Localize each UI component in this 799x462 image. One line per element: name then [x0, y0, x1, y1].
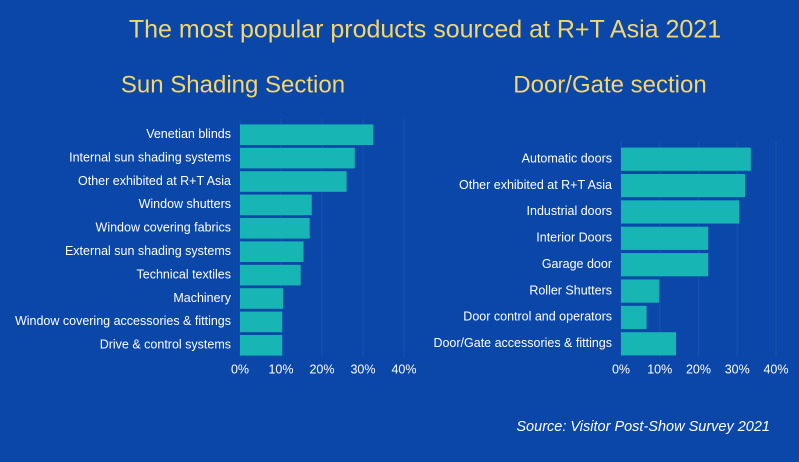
bar [621, 147, 751, 171]
chart-title: Sun Shading Section [121, 71, 345, 98]
bar [621, 332, 677, 356]
bar [240, 218, 310, 239]
bar [621, 253, 709, 277]
x-tick-label: 0% [612, 362, 630, 376]
bar [240, 335, 283, 356]
bar [240, 241, 304, 262]
y-tick-label: Door control and operators [463, 310, 612, 324]
x-tick-label: 0% [231, 362, 249, 376]
y-tick-label: Window covering fabrics [96, 221, 231, 235]
y-tick-label: Garage door [542, 257, 612, 271]
bar [240, 147, 355, 169]
bar [621, 305, 647, 330]
bar [240, 124, 374, 145]
x-tick-label: 20% [686, 362, 711, 376]
x-tick-label: 30% [725, 362, 750, 376]
bar [621, 226, 709, 250]
y-tick-label: Roller Shutters [529, 283, 612, 297]
bar [621, 173, 745, 198]
x-tick-label: 40% [763, 362, 788, 376]
y-tick-label: External sun shading systems [65, 244, 231, 258]
y-tick-label: Machinery [173, 291, 231, 305]
bar [621, 200, 740, 224]
y-tick-label: Other exhibited at R+T Asia [459, 178, 612, 192]
x-tick-label: 30% [350, 362, 375, 376]
bar [240, 194, 312, 216]
y-tick-label: Technical textiles [137, 267, 232, 281]
bar [240, 288, 284, 309]
bar [240, 264, 301, 286]
source-note: Source: Visitor Post-Show Survey 2021 [516, 419, 770, 435]
y-tick-label: Other exhibited at R+T Asia [78, 174, 231, 188]
y-tick-label: Window shutters [139, 197, 231, 211]
bar [621, 279, 659, 303]
y-tick-label: Internal sun shading systems [69, 150, 231, 164]
bar [240, 171, 347, 192]
y-tick-label: Interior Doors [536, 231, 612, 245]
chart-title: Door/Gate section [513, 71, 706, 98]
page-title: The most popular products sourced at R+T… [129, 16, 721, 44]
y-tick-label: Venetian blinds [146, 127, 231, 141]
y-tick-label: Drive & control systems [100, 338, 231, 352]
x-tick-label: 20% [309, 362, 334, 376]
x-tick-label: 10% [268, 362, 293, 376]
x-tick-label: 40% [391, 362, 416, 376]
y-tick-label: Industrial doors [527, 204, 612, 218]
y-tick-label: Door/Gate accessories & fittings [433, 336, 612, 350]
x-tick-label: 10% [647, 362, 672, 376]
bar [240, 311, 283, 333]
y-tick-label: Automatic doors [522, 151, 612, 165]
y-tick-label: Window covering accessories & fittings [15, 314, 231, 328]
